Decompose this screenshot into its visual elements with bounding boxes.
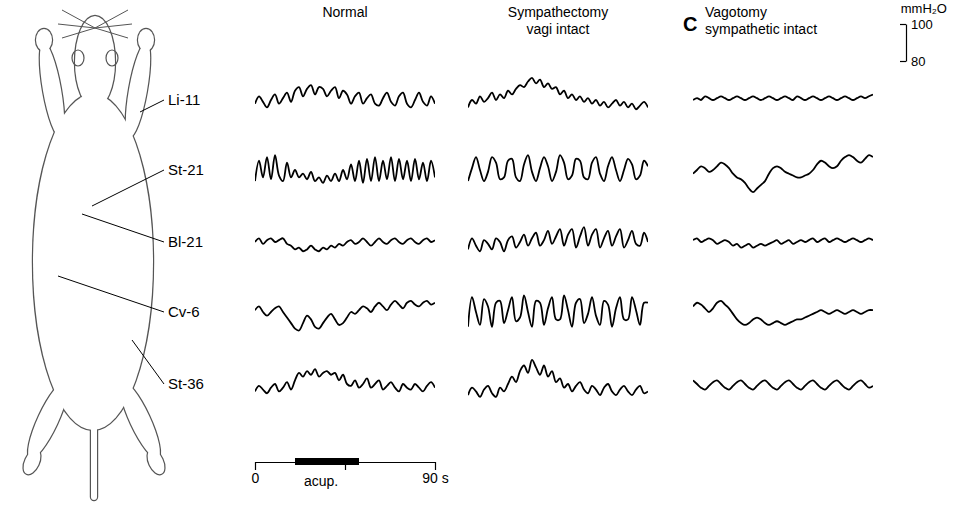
rat-outline [20,447,44,476]
panel: C Vagotomysympathetic intact [683,4,873,390]
rat-whisker [95,28,128,38]
x-tick-label: 90 s [422,470,448,486]
row-label: Li-11 [168,91,200,108]
annotation-label: acup. [304,473,338,489]
scale-bar-tick-mark [900,61,906,62]
trace-line [693,94,873,100]
panel-label: C [683,13,697,35]
x-tick-mark [435,462,436,470]
rat-outline [21,378,75,463]
leader-line [92,170,164,206]
trace-group [255,238,435,251]
leader-line [132,340,164,384]
annotation-bar [295,458,359,465]
trace-group [693,155,873,192]
rat-outline [113,378,167,463]
trace-line [255,155,435,183]
rat-drawing [20,10,168,500]
trace-group [255,155,435,183]
trace-group [468,78,648,109]
row-label: St-21 [168,161,204,178]
rat-outline [33,94,153,430]
leader-line [140,100,164,112]
scale-bar-tick-label: 80 [911,54,925,69]
trace-group [255,369,435,393]
trace-line [693,155,873,192]
rat-outline [121,41,155,139]
rat-outline [36,29,52,51]
trace-line [693,380,873,389]
scale-bar-unit: mmH₂O [901,1,947,16]
trace-group [693,301,873,325]
rat-whisker [62,28,95,38]
rat-outline [138,29,154,51]
rat-whisker [95,24,132,28]
trace-group [255,301,435,331]
trace-line [468,295,648,326]
trace-line [255,85,435,107]
trace-line [468,155,648,181]
panel-title: Vagotomy [705,4,767,20]
rat-outline [21,378,75,463]
rat-outline [113,378,167,463]
scale-bar-line [906,25,907,62]
row-label: Cv-6 [168,303,200,320]
trace-group [468,360,648,397]
rat-outline [121,41,155,139]
trace-group [468,295,648,326]
panel: Normal [255,4,435,393]
trace-group [693,94,873,100]
rat-outline [35,41,69,139]
trace-line [255,301,435,331]
panel-title: Normal [322,4,367,20]
row-label: St-36 [168,375,204,392]
panel: Sympathectomyvagi intact [468,4,648,397]
rat-outline [91,415,97,500]
scale-bar-tick: 80 [900,54,925,69]
leader-line [58,276,164,312]
rat-outline [138,29,154,51]
trace-group [693,380,873,389]
panel-subtitle: vagi intact [526,21,589,37]
x-tick: 0 [252,462,260,486]
scale-bar-tick: 100 [900,17,933,32]
rat-outline [144,447,168,476]
rat-ear [72,50,84,66]
x-tick-label: 0 [252,470,260,486]
row-label: Bl-21 [168,233,203,250]
leader-line [82,214,164,242]
trace-group [468,155,648,181]
rat-outline [91,415,97,500]
trace-line [255,238,435,251]
rat-whisker [58,24,95,28]
trace-group [693,238,873,247]
rat-outline [36,29,52,51]
panel-subtitle: sympathetic intact [705,21,817,37]
trace-line [693,301,873,325]
scale-bar-tick-mark [900,24,906,25]
rat-outline [33,94,153,430]
trace-line [693,238,873,247]
x-tick-mark [255,462,256,470]
figure: Li-11 St-21 Bl-21 Cv-6 St-36 Normal Sympathect… [0,0,953,506]
rat-ear [106,50,118,66]
trace-group [468,227,648,251]
trace-line [468,360,648,397]
scale-bar: 80 100 [900,17,933,69]
rat-outline [35,41,69,139]
scale-bar-tick-label: 100 [911,17,933,32]
x-axis: 0 90 s [252,462,449,486]
trace-line [255,369,435,393]
trace-line [468,78,648,109]
x-tick: 90 s [422,462,448,486]
panel-title: Sympathectomy [508,4,608,20]
trace-line [468,227,648,251]
trace-group [255,85,435,107]
